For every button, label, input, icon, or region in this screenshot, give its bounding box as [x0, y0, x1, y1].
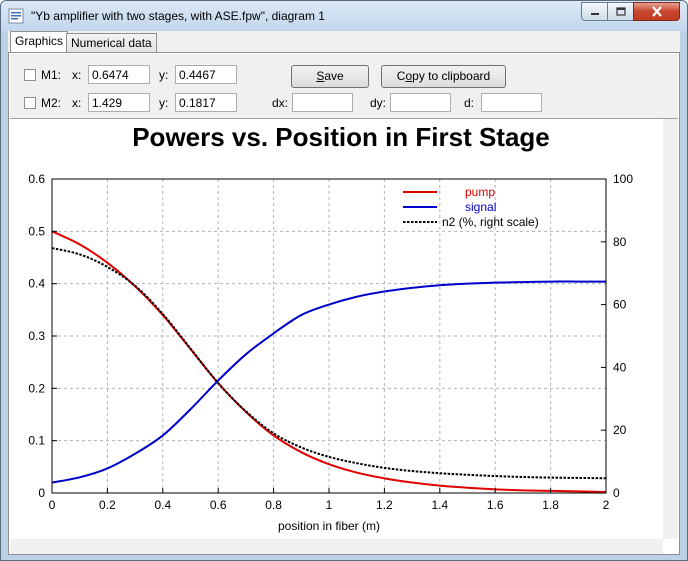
legend-label-2: n2 (%, right scale): [442, 215, 539, 229]
chart-area[interactable]: 0 0.2 0.4 0.6 0.8 1 1.2 1.4 1.6 1.8 2 0 0.1 0.2 0.3 0.4…: [10, 119, 678, 554]
tab-graphics[interactable]: Graphics: [10, 31, 69, 53]
y-tick-label: 0.4: [28, 277, 45, 291]
graphics-panel: M1: x: 0.6474 y: 0.4467 Save Copy to cli…: [8, 52, 680, 555]
x-tick-label: 1.6: [487, 498, 504, 512]
x-axis-label: position in fiber (m): [278, 519, 380, 533]
copy-button-label-rest: py to clipboard: [412, 69, 491, 83]
title-bar[interactable]: "Yb amplifier with two stages, with ASE.…: [1, 1, 687, 31]
x-tick-label: 0: [49, 498, 56, 512]
y-tick-label: 0.5: [28, 224, 45, 238]
dy-field[interactable]: [390, 93, 451, 112]
m2-x-label: x:: [72, 96, 82, 110]
close-icon: [651, 6, 662, 17]
x-tick-label: 0.6: [210, 498, 227, 512]
m1-x-field[interactable]: 0.6474: [88, 65, 150, 84]
y2-tick-label: 60: [613, 298, 627, 312]
legend-label-1: signal: [465, 200, 496, 214]
m2-checkbox[interactable]: [24, 97, 36, 109]
minimize-button[interactable]: [581, 2, 608, 21]
axis-ticks: 0 0.2 0.4 0.6 0.8 1 1.2 1.4 1.6 1.8 200.10.20.30.4…: [28, 172, 633, 512]
save-button[interactable]: Save: [291, 65, 369, 88]
x-tick-label: 1.8: [542, 498, 559, 512]
client-area: Graphics Numerical data M1: x: 0.6474 y:…: [8, 31, 680, 555]
tab-graphics-label: Graphics: [15, 34, 64, 48]
dx-label: dx:: [272, 96, 289, 110]
m1-label: M1:: [41, 68, 62, 82]
y2-tick-label: 80: [613, 235, 627, 249]
y2-tick-label: 0: [613, 486, 620, 500]
m2-x-field[interactable]: 1.429: [88, 93, 150, 112]
window-title: "Yb amplifier with two stages, with ASE.…: [31, 9, 325, 23]
x-tick-label: 0.2: [99, 498, 116, 512]
y2-tick-label: 20: [613, 423, 627, 437]
marker-controls: M1: x: 0.6474 y: 0.4467 Save Copy to cli…: [10, 54, 678, 119]
m2-y-field[interactable]: 0.1817: [175, 93, 237, 112]
m1-y-field[interactable]: 0.4467: [175, 65, 237, 84]
m1-x-label: x:: [72, 68, 82, 82]
y-tick-label: 0.6: [28, 172, 45, 186]
chart-svg: 0 0.2 0.4 0.6 0.8 1 1.2 1.4 1.6 1.8 200.10.20.30.4…: [28, 122, 633, 533]
maximize-button[interactable]: [607, 2, 634, 21]
tab-numerical-data-label: Numerical data: [71, 36, 152, 50]
tab-numerical-data[interactable]: Numerical data: [66, 33, 157, 53]
y2-tick-label: 40: [613, 360, 627, 374]
x-tick-label: 2: [603, 498, 610, 512]
maximize-icon: [615, 7, 626, 16]
series-line-1: [51, 280, 606, 484]
d-field[interactable]: [481, 93, 542, 112]
y2-tick-label: 100: [613, 172, 633, 186]
app-icon: [8, 8, 24, 24]
legend-label-0: pump: [465, 185, 495, 199]
copy-button-accesskey: o: [405, 69, 413, 83]
copy-to-clipboard-button[interactable]: Copy to clipboard: [381, 65, 506, 88]
y-tick-label: 0.3: [28, 329, 45, 343]
m1-y-label: y:: [159, 68, 169, 82]
x-tick-label: 1: [326, 498, 333, 512]
x-tick-label: 1.2: [376, 498, 393, 512]
m2-y-label: y:: [159, 96, 169, 110]
x-tick-label: 0.4: [154, 498, 171, 512]
y-tick-label: 0.2: [28, 381, 45, 395]
chart-title: Powers vs. Position in First Stage: [132, 122, 550, 152]
y-tick-label: 0.1: [28, 434, 45, 448]
save-button-accesskey: S: [316, 69, 325, 83]
dy-label: dy:: [370, 96, 387, 110]
save-button-label: ave: [324, 69, 344, 83]
grid: [52, 179, 606, 493]
series-lines: [51, 230, 607, 493]
copy-button-label-start: C: [396, 69, 406, 83]
x-tick-label: 0.8: [265, 498, 282, 512]
m2-label: M2:: [41, 96, 62, 110]
horizontal-scrollbar[interactable]: [10, 539, 663, 554]
minimize-icon: [590, 12, 599, 15]
vertical-scrollbar[interactable]: [663, 119, 678, 539]
m1-checkbox[interactable]: [24, 69, 36, 81]
d-label: d:: [464, 96, 475, 110]
dx-field[interactable]: [292, 93, 353, 112]
close-button[interactable]: [633, 2, 680, 21]
x-tick-label: 1.4: [431, 498, 448, 512]
y-tick-label: 0: [38, 486, 45, 500]
